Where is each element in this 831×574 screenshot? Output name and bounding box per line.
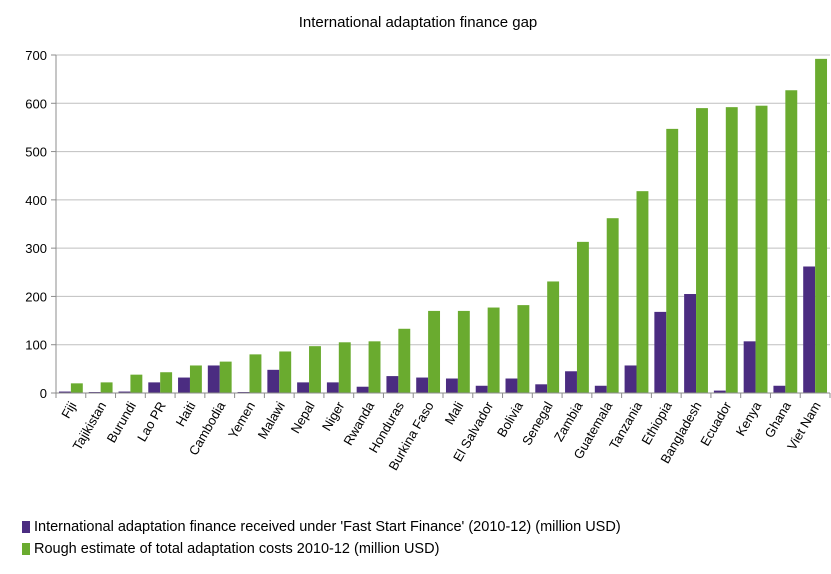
x-category-label: Malawi bbox=[255, 399, 288, 442]
bar-fast-start-finance bbox=[654, 311, 667, 393]
bar-fast-start-finance bbox=[326, 382, 339, 393]
x-category-label: Niger bbox=[319, 398, 348, 433]
bar-fast-start-finance bbox=[773, 385, 786, 393]
bar-fast-start-finance bbox=[416, 377, 429, 393]
legend-label-fast-start-finance: International adaptation finance receive… bbox=[34, 519, 621, 535]
bar-fast-start-finance bbox=[297, 382, 310, 393]
legend-swatch-adaptation-costs bbox=[22, 543, 30, 555]
bar-fast-start-finance bbox=[386, 376, 399, 393]
y-tick-label: 300 bbox=[25, 241, 47, 256]
bar-adaptation-costs bbox=[576, 241, 589, 393]
bar-adaptation-costs bbox=[219, 361, 232, 393]
bar-adaptation-costs bbox=[487, 307, 500, 393]
legend-item-fast-start-finance: International adaptation finance receive… bbox=[22, 516, 621, 538]
bar-fast-start-finance bbox=[475, 385, 488, 393]
x-category-label: Bolivia bbox=[494, 398, 527, 439]
chart: International adaptation finance gap 0 10… bbox=[25, 14, 831, 473]
bar-fast-start-finance bbox=[565, 371, 577, 393]
legend-swatch-fast-start-finance bbox=[22, 521, 30, 533]
bar-adaptation-costs bbox=[517, 305, 530, 393]
x-category-label: Nepal bbox=[288, 399, 318, 436]
bar-fast-start-finance bbox=[445, 378, 458, 393]
y-tick-label: 500 bbox=[25, 145, 47, 160]
y-tick-label: 600 bbox=[25, 96, 47, 111]
bar-fast-start-finance bbox=[118, 391, 131, 393]
bar-adaptation-costs bbox=[428, 310, 441, 393]
y-tick-label: 100 bbox=[25, 338, 47, 353]
bar-adaptation-costs bbox=[189, 365, 202, 393]
bar-adaptation-costs bbox=[160, 372, 173, 393]
bar-adaptation-costs bbox=[368, 341, 381, 393]
x-category-label: Yemen bbox=[225, 399, 258, 441]
bar-fast-start-finance bbox=[684, 294, 697, 393]
bar-adaptation-costs bbox=[457, 310, 470, 393]
bar-fast-start-finance bbox=[594, 385, 607, 393]
bar-fast-start-finance bbox=[743, 341, 756, 393]
bar-adaptation-costs bbox=[249, 354, 262, 393]
bar-adaptation-costs bbox=[309, 346, 321, 393]
bar-fast-start-finance bbox=[803, 266, 816, 393]
y-tick-label: 700 bbox=[25, 48, 47, 63]
bar-adaptation-costs bbox=[785, 90, 798, 394]
bar-adaptation-costs bbox=[130, 374, 143, 393]
bar-adaptation-costs bbox=[398, 328, 411, 393]
bar-adaptation-costs bbox=[606, 218, 619, 393]
legend: International adaptation finance receive… bbox=[22, 516, 621, 560]
y-tick-label: 0 bbox=[40, 386, 47, 401]
bar-adaptation-costs bbox=[636, 191, 649, 393]
y-tick-label: 400 bbox=[25, 193, 47, 208]
bar-fast-start-finance bbox=[267, 369, 280, 393]
bar-adaptation-costs bbox=[338, 342, 351, 393]
x-category-label: Burundi bbox=[104, 399, 139, 445]
bar-adaptation-costs bbox=[725, 107, 738, 394]
bar-fast-start-finance bbox=[148, 382, 161, 393]
bar-adaptation-costs bbox=[100, 382, 113, 393]
bar-adaptation-costs bbox=[696, 108, 708, 393]
bar-fast-start-finance bbox=[207, 365, 220, 393]
bar-fast-start-finance bbox=[505, 378, 518, 393]
bar-fast-start-finance bbox=[178, 377, 190, 393]
bar-fast-start-finance bbox=[624, 365, 637, 393]
grid-lines bbox=[56, 54, 830, 346]
bar-fast-start-finance bbox=[535, 384, 548, 393]
bar-adaptation-costs bbox=[666, 128, 679, 393]
bar-adaptation-costs bbox=[755, 105, 768, 393]
x-category-label: Lao PR bbox=[134, 399, 169, 444]
bar-fast-start-finance bbox=[356, 386, 369, 393]
chart-title: International adaptation finance gap bbox=[299, 14, 538, 31]
bar-fast-start-finance bbox=[713, 390, 726, 393]
bar-adaptation-costs bbox=[279, 351, 292, 393]
bar-adaptation-costs bbox=[70, 383, 83, 393]
legend-label-adaptation-costs: Rough estimate of total adaptation costs… bbox=[34, 541, 440, 557]
x-category-label: Haiti bbox=[173, 399, 199, 429]
bars bbox=[58, 58, 828, 394]
x-category-label: Fiji bbox=[58, 399, 79, 421]
x-category-label: Kenya bbox=[733, 398, 765, 438]
x-category-label: Mali bbox=[442, 399, 467, 427]
y-tick-label: 200 bbox=[25, 289, 47, 304]
bar-adaptation-costs bbox=[815, 58, 828, 394]
y-axis: 0 100 200 300 400 500 600 700 bbox=[25, 48, 57, 401]
bar-adaptation-costs bbox=[547, 281, 560, 393]
bar-fast-start-finance bbox=[58, 391, 71, 393]
legend-item-adaptation-costs: Rough estimate of total adaptation costs… bbox=[22, 538, 621, 560]
